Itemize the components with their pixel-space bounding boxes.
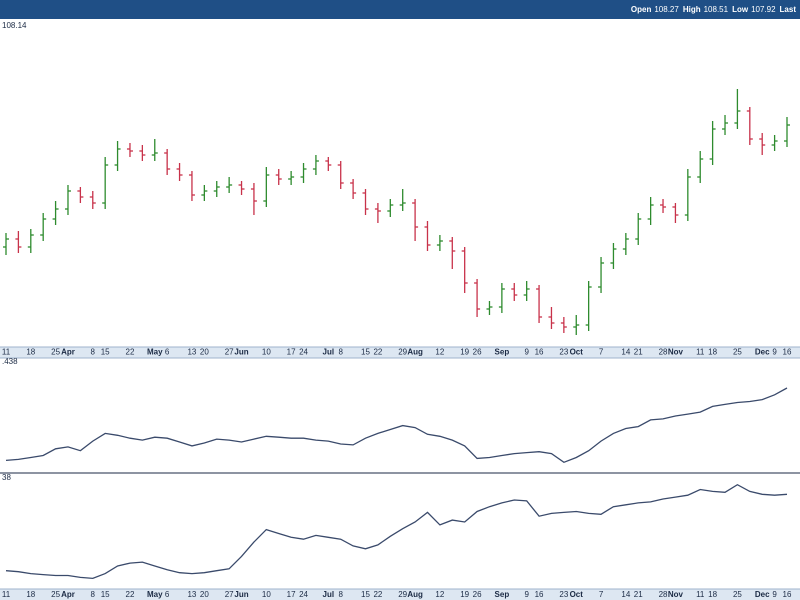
x-tick-label: 11 [2,348,11,357]
x-tick-label: Apr [61,348,75,357]
x-tick-label: 20 [200,348,209,357]
x-tick-label: 25 [733,590,742,599]
x-tick-label: Aug [407,590,423,599]
x-tick-label: 17 [287,590,296,599]
header-label: High [682,5,701,14]
indicator-line [5,387,788,464]
x-tick-label: Sep [495,590,510,599]
x-tick-label: May [147,590,163,599]
x-tick-label: 19 [460,348,469,357]
x-tick-label: 25 [733,348,742,357]
x-tick-label: 11 [2,590,11,599]
x-tick-label: 11 [696,348,705,357]
x-tick-label: 16 [783,348,792,357]
x-tick-label: 28 [659,348,668,357]
x-tick-label: 26 [473,590,482,599]
x-tick-label: 9 [524,590,529,599]
x-tick-label: Jun [234,348,248,357]
x-tick-label: 25 [51,348,60,357]
x-tick-label: 18 [26,348,35,357]
x-tick-label: 28 [659,590,668,599]
panel-label: .438 [2,357,18,366]
x-tick-label: Jul [323,348,335,357]
x-tick-label: 9 [772,590,777,599]
x-tick-label: 22 [126,590,135,599]
x-tick-label: Nov [668,590,684,599]
x-tick-label: Jul [323,590,335,599]
x-tick-label: 18 [708,590,717,599]
x-tick-label: 16 [783,590,792,599]
x-tick-label: 13 [187,348,196,357]
x-tick-label: Jun [234,590,248,599]
x-tick-label: 9 [772,348,777,357]
x-tick-label: 29 [398,348,407,357]
x-tick-label: 21 [634,590,643,599]
x-tick-label: 29 [398,590,407,599]
x-tick-label: 15 [101,590,110,599]
x-tick-label: 15 [361,590,370,599]
x-tick-label: 8 [338,590,343,599]
x-tick-label: 17 [287,348,296,357]
x-tick-label: 14 [621,348,630,357]
x-tick-label: 13 [187,590,196,599]
x-tick-label: 12 [435,590,444,599]
x-tick-label: 8 [338,348,343,357]
x-tick-label: 14 [621,590,630,599]
x-tick-label: 18 [26,590,35,599]
x-tick-label: 24 [299,590,308,599]
x-tick-label: 20 [200,590,209,599]
header-label: Open [630,5,652,14]
x-tick-label: 6 [165,590,170,599]
x-tick-label: 16 [535,348,544,357]
indicator-line [5,483,788,580]
x-tick-label: 22 [373,348,382,357]
x-tick-label: 21 [634,348,643,357]
x-tick-label: Apr [61,590,75,599]
x-tick-label: 6 [165,348,170,357]
x-tick-label: 27 [225,348,234,357]
x-axis-strip [0,347,800,358]
header-value: 107.92 [751,5,776,14]
x-tick-label: 22 [126,348,135,357]
x-tick-label: Nov [668,348,684,357]
header-label: Low [732,5,749,14]
x-tick-label: 23 [559,590,568,599]
x-tick-label: 26 [473,348,482,357]
x-tick-label: 15 [361,348,370,357]
x-tick-label: Oct [570,590,584,599]
x-tick-label: 7 [599,590,604,599]
x-tick-label: Aug [407,348,423,357]
x-axis-strip [0,589,800,600]
x-tick-label: Dec [755,590,770,599]
x-tick-label: 12 [435,348,444,357]
x-tick-label: 11 [696,590,705,599]
x-tick-label: 10 [262,348,271,357]
x-tick-label: May [147,348,163,357]
x-tick-label: 16 [535,590,544,599]
x-tick-label: 10 [262,590,271,599]
x-tick-label: 7 [599,348,604,357]
panel-label: 38 [2,473,11,482]
x-tick-label: 23 [559,348,568,357]
x-tick-label: Dec [755,348,770,357]
x-tick-label: 9 [524,348,529,357]
x-tick-label: Oct [570,348,584,357]
panel-label: 108.14 [2,21,27,30]
x-tick-label: 18 [708,348,717,357]
x-tick-label: 24 [299,348,308,357]
x-tick-label: 27 [225,590,234,599]
x-tick-label: 8 [91,348,96,357]
x-tick-label: 25 [51,590,60,599]
header-value: 108.27 [654,5,679,14]
x-tick-label: 8 [91,590,96,599]
x-tick-label: Sep [495,348,510,357]
header-bar: Open 108.27 High 108.51 Low 107.92 Last [0,0,800,19]
x-tick-label: 22 [373,590,382,599]
x-tick-label: 19 [460,590,469,599]
x-tick-label: 15 [101,348,110,357]
header-label: Last [779,5,796,14]
header-value: 108.51 [703,5,729,14]
